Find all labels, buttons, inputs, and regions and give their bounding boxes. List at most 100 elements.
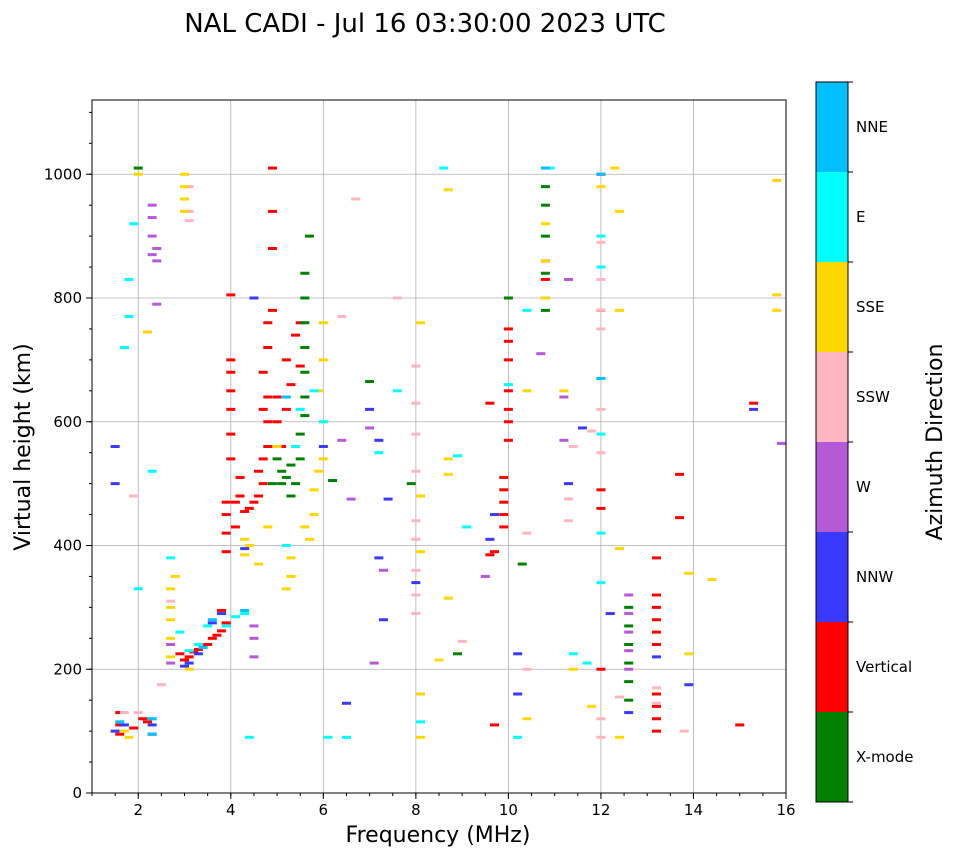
data-point [485,553,495,557]
data-point [152,247,162,250]
data-point [651,605,661,609]
series-nnw [110,296,759,736]
data-point [587,704,597,708]
data-point [212,633,222,637]
data-point [175,652,185,656]
data-point [249,296,259,300]
data-point [378,618,388,622]
data-point [203,624,213,628]
data-point [226,457,236,461]
data-point [193,647,203,651]
data-point [180,185,190,189]
data-point [147,723,157,727]
data-point [249,655,259,659]
data-point [295,364,305,368]
colorbar-label: Vertical [856,658,912,676]
colorbar-swatch [816,532,848,622]
data-point [540,166,550,170]
data-point [772,308,782,312]
data-point [568,667,578,671]
data-point [267,166,277,170]
x-axis-label: Frequency (MHz) [346,823,531,848]
data-point [503,389,513,393]
series-vertical [115,166,759,736]
data-point [226,370,236,374]
data-point [415,321,425,325]
data-point [295,457,305,461]
data-point [596,172,606,176]
data-point [286,494,296,498]
data-point [596,407,606,411]
data-point [129,494,139,498]
data-point [596,488,606,492]
data-point [651,630,661,634]
data-point [235,475,245,479]
data-point [568,445,578,448]
x-tick-label: 2 [133,801,143,819]
data-point [614,308,624,312]
data-point [230,525,240,529]
data-point [374,451,384,455]
data-point [295,432,305,436]
data-point [624,661,634,665]
data-point [166,605,176,609]
data-point [166,599,176,603]
data-point [309,488,319,492]
data-point [522,667,532,671]
data-point [115,732,125,736]
colorbar-swatch [816,622,848,712]
data-point [221,513,231,517]
data-point [254,562,264,566]
data-point [119,711,129,715]
data-point [226,358,236,362]
data-point [503,339,513,343]
colorbar-swatch [816,172,848,262]
data-point [110,445,120,448]
data-point [374,438,384,442]
data-point [346,497,356,501]
data-point [147,216,157,220]
data-point [411,364,421,368]
data-point [624,593,634,597]
data-point [249,624,259,628]
data-point [115,723,125,727]
data-point [156,683,166,687]
data-point [314,389,324,393]
data-point [624,667,634,671]
y-tick-label: 0 [72,784,82,802]
data-point [203,643,213,646]
data-point [147,234,157,238]
data-point [300,271,310,275]
data-point [226,293,236,297]
data-point [309,389,319,393]
colorbar-label: W [856,478,871,496]
data-point [517,562,527,566]
data-point [300,346,310,349]
data-point [328,479,338,483]
data-point [281,358,291,362]
data-point [365,407,375,411]
data-point [596,451,606,455]
data-point [610,166,620,170]
data-point [651,692,661,696]
data-point [540,234,550,238]
data-point [596,234,606,238]
data-point [675,516,685,520]
data-point [110,482,120,486]
x-axis: 2 4 6 8 10 12 14 16 [91,793,796,819]
series-sse [119,166,782,739]
x-tick-label: 10 [499,801,518,819]
data-point [503,420,513,424]
data-point [230,615,240,619]
data-point [217,608,227,612]
data-point [378,568,388,572]
colorbar-swatch [816,442,848,532]
data-point [291,445,301,448]
data-point [564,497,574,501]
data-point [411,612,421,616]
data-point [624,649,634,653]
data-point [217,629,227,633]
data-point [267,482,277,486]
data-point [596,376,606,380]
data-point [411,469,421,473]
